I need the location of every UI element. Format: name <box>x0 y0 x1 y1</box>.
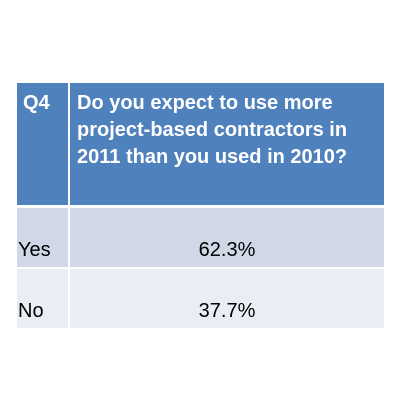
answer-value-yes: 62.3% <box>69 205 384 268</box>
answer-label-no: No <box>17 267 70 328</box>
table-header-row: Q4 Do you expect to use more project-bas… <box>17 83 384 207</box>
question-text: Do you expect to use more project-based … <box>69 83 384 207</box>
table-row: No 37.7% <box>17 267 384 328</box>
answer-label-yes: Yes <box>17 205 70 268</box>
question-number: Q4 <box>17 83 70 207</box>
answer-value-no: 37.7% <box>69 267 384 328</box>
table-row: Yes 62.3% <box>17 205 384 268</box>
survey-results-table: Q4 Do you expect to use more project-bas… <box>17 83 384 328</box>
